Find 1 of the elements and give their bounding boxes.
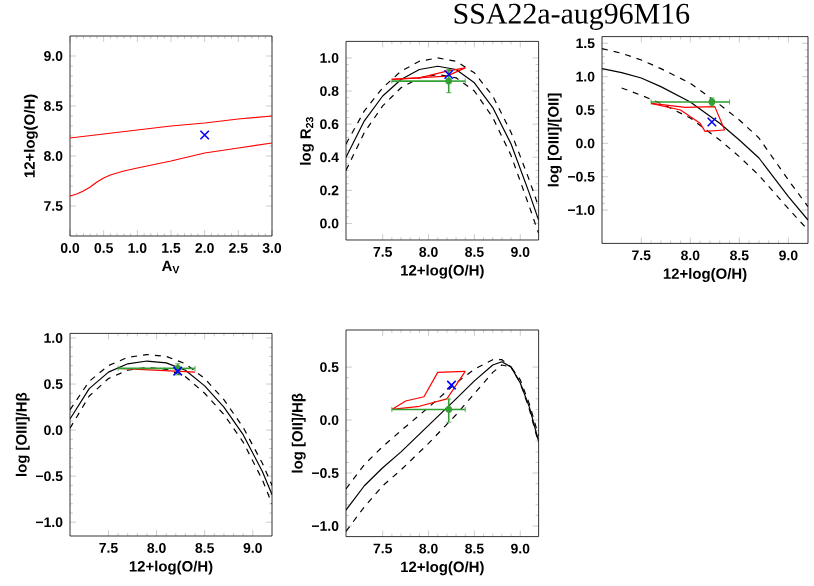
chart-title: SSA22a-aug96M16 bbox=[454, 3, 690, 30]
